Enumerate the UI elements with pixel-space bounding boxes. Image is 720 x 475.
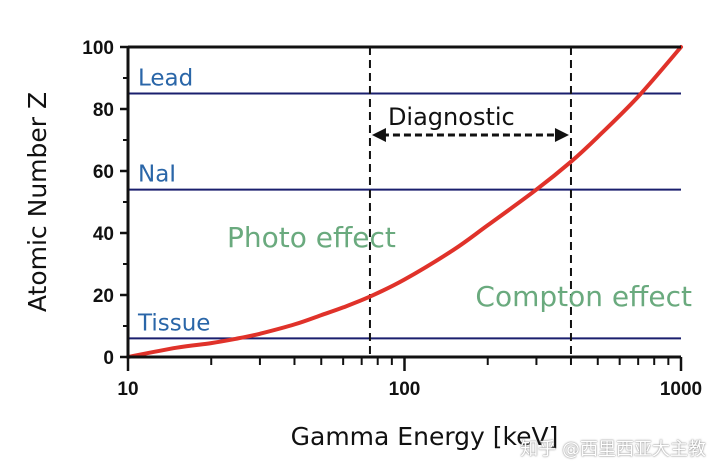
plot-area	[128, 47, 681, 357]
y-tick-label: 100	[82, 38, 114, 59]
y-tick-label: 40	[93, 224, 114, 245]
x-tick-label: 1000	[660, 379, 702, 400]
region-labels: Photo effect Compton effect	[227, 221, 692, 313]
x-tick-label: 100	[389, 379, 421, 400]
diagnostic-range: Diagnostic	[368, 47, 572, 357]
boundary-curve	[126, 45, 683, 359]
diagnostic-label: Diagnostic	[388, 103, 515, 131]
y-tick-label: 20	[93, 286, 114, 307]
axes: 0 20 40 60 80 100 10 100 1000	[82, 38, 702, 400]
diagnostic-arrow-left-head	[371, 128, 386, 142]
x-axis-label: Gamma Energy [keV]	[291, 422, 559, 451]
reference-label-tissue: Tissue	[137, 310, 210, 336]
x-tick-label: 10	[117, 379, 138, 400]
y-tick-label: 60	[93, 162, 114, 183]
plot-background	[128, 47, 681, 357]
reference-label-lead: Lead	[138, 66, 193, 92]
region-label-photo: Photo effect	[227, 221, 396, 254]
y-axis-label: Atomic Number Z	[23, 92, 52, 312]
y-tick-label: 80	[93, 100, 114, 121]
reference-lines: Lead NaI Tissue	[128, 66, 681, 340]
curve-layer	[126, 45, 683, 359]
region-label-compton: Compton effect	[475, 280, 692, 313]
diagnostic-arrow-right-head	[554, 128, 569, 142]
reference-label-nai: NaI	[138, 162, 176, 188]
watermark: 知乎 @西里西亚大主教	[520, 439, 706, 460]
y-tick-label: 0	[103, 348, 114, 369]
